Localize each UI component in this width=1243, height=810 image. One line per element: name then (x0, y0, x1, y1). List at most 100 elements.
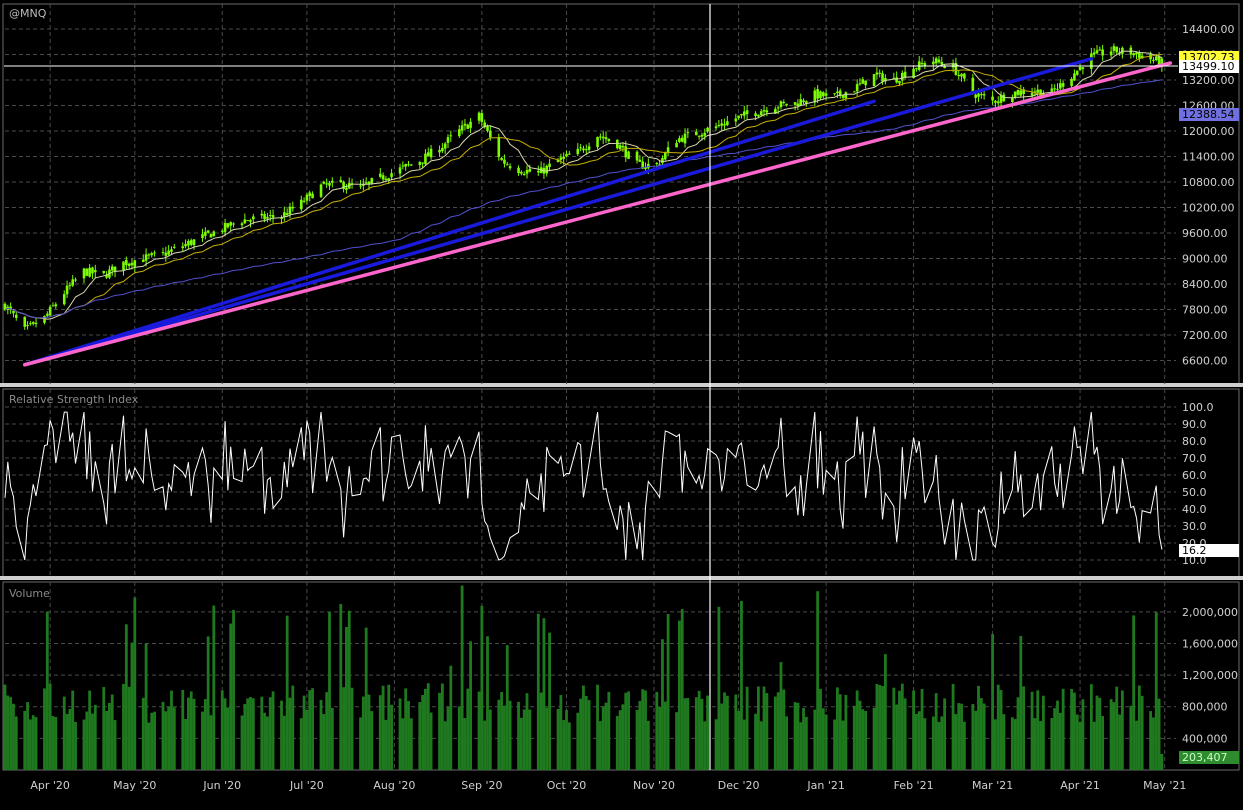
panel-separator-2[interactable] (0, 576, 1243, 580)
candle-body (548, 163, 551, 168)
x-tick-label: May '21 (1143, 779, 1186, 792)
price-tick-label: 10800.00 (1182, 176, 1235, 189)
rsi-badge-text: 16.2 (1182, 544, 1207, 557)
volume-bar (759, 721, 763, 770)
candle-body (34, 322, 38, 325)
candle-body (268, 215, 272, 217)
volume-bar (203, 699, 207, 770)
candle-body (46, 313, 49, 316)
volume-bar (878, 685, 882, 770)
rsi-tick-label: 90.0 (1182, 418, 1207, 431)
x-tick-label: Oct '20 (547, 779, 587, 792)
volume-tick-label: 2,000,000 (1182, 606, 1238, 619)
candle-body (703, 132, 707, 136)
volume-bar (34, 717, 38, 770)
volume-bar (982, 703, 986, 770)
panel-separator-1[interactable] (0, 383, 1243, 387)
volume-bar (1129, 705, 1133, 770)
volume-bar (740, 600, 743, 770)
trendlines[interactable] (23, 57, 1173, 367)
candle-body (900, 72, 904, 81)
trendline-blue-lower[interactable] (23, 99, 876, 367)
volume-bar (604, 702, 608, 770)
candle-body (302, 200, 306, 202)
volume-bar (641, 689, 645, 770)
candle-body (206, 230, 210, 233)
candle-body (1042, 93, 1045, 96)
volume-bar (345, 627, 348, 770)
volume-bar (582, 685, 585, 770)
volume-badge: 203,407 (1179, 751, 1239, 764)
candle-body (601, 136, 605, 139)
candle-body (102, 270, 106, 274)
candle-body (616, 139, 619, 149)
volume-bar (93, 704, 97, 770)
volume-bar (421, 695, 425, 770)
candle-body (754, 113, 757, 117)
trendline-blue-upper[interactable] (23, 57, 1094, 367)
volume-bar (12, 703, 15, 770)
volume-bar (172, 707, 176, 770)
candle-body (618, 145, 622, 150)
candle-body (398, 167, 402, 174)
candle-body (1033, 91, 1037, 93)
candle-body (122, 261, 125, 271)
volume-bar (127, 686, 131, 770)
crosshair-price-badge: 13499.10 (1179, 60, 1239, 73)
volume-bar (883, 654, 887, 770)
candle-body (291, 206, 295, 209)
candle-body (243, 219, 247, 224)
volume-bar (706, 695, 709, 770)
volume-tick-label: 1,200,000 (1182, 669, 1238, 682)
candle-body (579, 147, 582, 149)
candle-body (463, 123, 467, 126)
volume-bar (322, 714, 326, 770)
volume-bar (900, 683, 904, 770)
price-tick-label: 9000.00 (1182, 253, 1228, 266)
volume-bar (105, 710, 108, 770)
volume-bar (424, 688, 427, 770)
candle-body (655, 163, 659, 165)
volume-bar (1002, 714, 1006, 770)
volume-bar (895, 704, 899, 770)
volume-bar (378, 695, 382, 770)
candle-body (82, 268, 86, 279)
volume-bar (841, 720, 845, 770)
volume-bar (627, 691, 630, 770)
volume-bar (164, 711, 168, 770)
candle-body (951, 63, 955, 68)
volume-bar (675, 712, 678, 770)
volume-bar (74, 721, 77, 770)
volume-bar (937, 721, 941, 770)
price-tick-label: 7800.00 (1182, 304, 1228, 317)
trendline-pink[interactable] (23, 61, 1173, 367)
volume-bar (1135, 720, 1138, 770)
candle-body (280, 217, 283, 219)
volume-bar (1095, 695, 1099, 770)
candle-body (596, 136, 599, 148)
candle-body (410, 164, 413, 166)
volume-bar (1058, 712, 1062, 770)
candle-body (43, 315, 46, 323)
crosshair-price-badge-text: 13499.10 (1182, 60, 1235, 73)
volume-bar (133, 597, 137, 770)
candle-body (666, 147, 670, 154)
volume-bar (559, 695, 563, 770)
volume-bar (144, 643, 148, 770)
candle-body (125, 259, 128, 266)
volume-bar (1098, 697, 1102, 770)
volume-bar (82, 719, 86, 770)
candle-body (621, 145, 625, 148)
candle-body (364, 182, 368, 184)
volume-bar (232, 609, 235, 770)
candle-body (920, 63, 924, 65)
slow-ma-badge-text: 12388.54 (1182, 108, 1235, 121)
volume-bar (260, 696, 264, 770)
candle-body (153, 252, 156, 254)
volume-bar (793, 702, 797, 770)
volume-bar (147, 722, 151, 770)
candle-body (1013, 91, 1017, 97)
volume-bar (68, 708, 72, 770)
volume-bar (187, 697, 190, 770)
